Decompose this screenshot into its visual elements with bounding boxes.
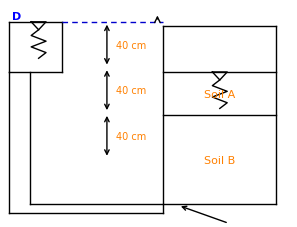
Text: D: D (12, 12, 21, 22)
Text: Soil A: Soil A (204, 89, 236, 99)
Text: 40 cm: 40 cm (116, 131, 146, 141)
Text: Point C: Point C (182, 206, 268, 227)
Text: Soil B: Soil B (204, 155, 236, 165)
Text: 40 cm: 40 cm (116, 86, 146, 96)
Text: 40 cm: 40 cm (116, 40, 146, 50)
